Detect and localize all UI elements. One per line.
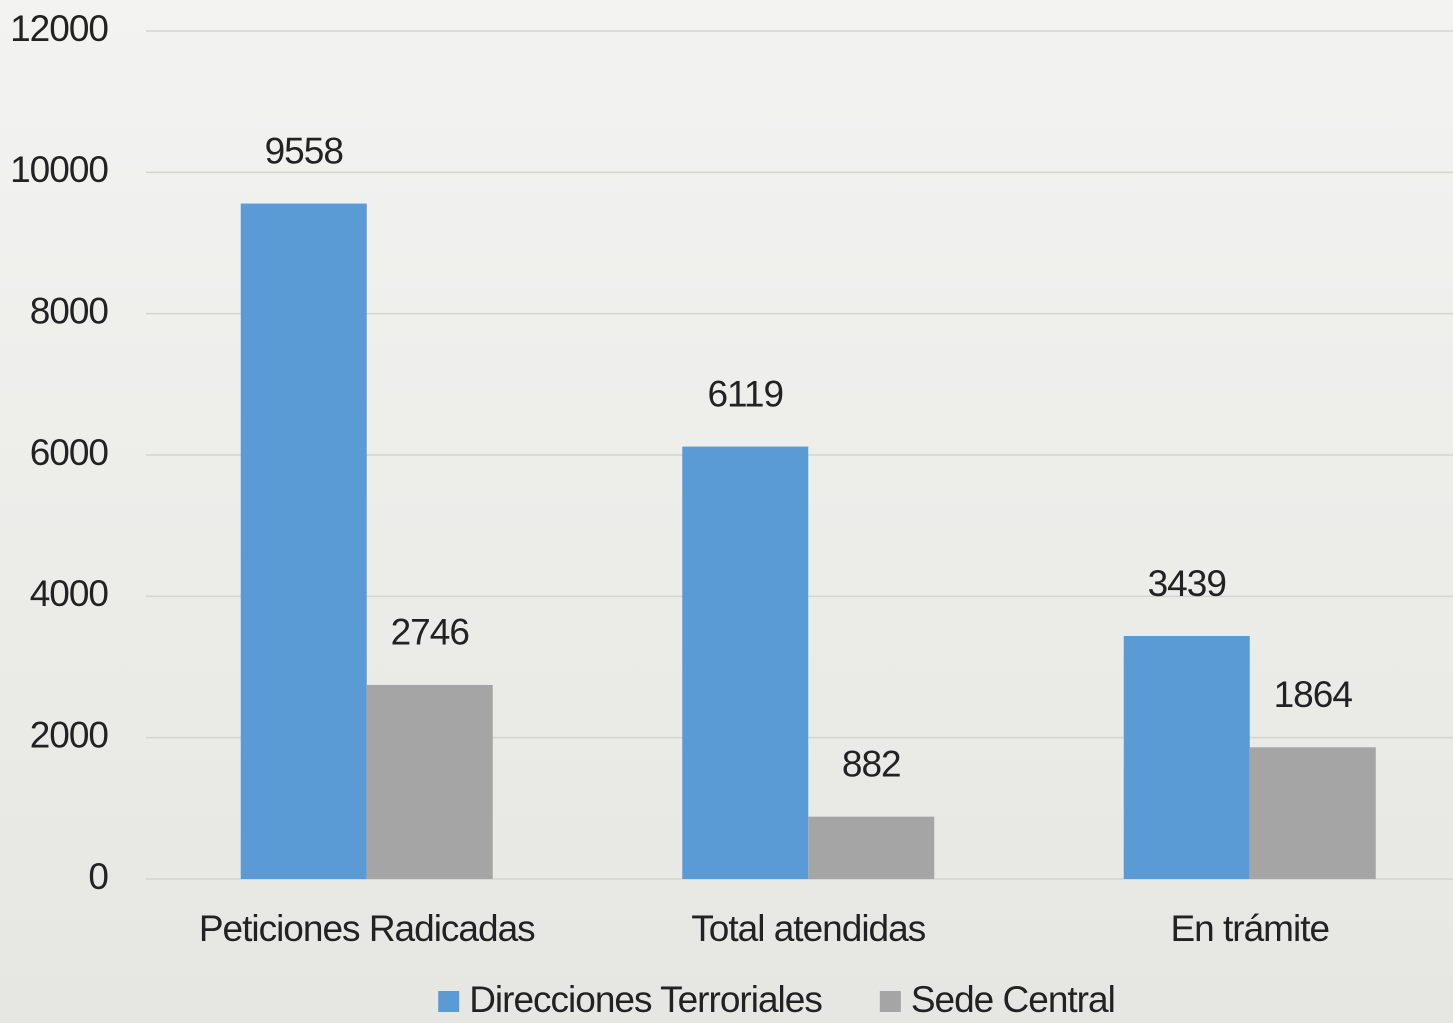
legend-swatch	[438, 991, 460, 1012]
data-label: 882	[842, 743, 901, 784]
y-tick-label: 6000	[30, 432, 109, 473]
bar	[1249, 747, 1376, 879]
x-tick-label: En trámite	[1170, 908, 1329, 949]
bar	[808, 816, 935, 879]
y-tick-label: 8000	[30, 290, 109, 331]
data-label: 2746	[391, 612, 469, 653]
legend-label: Sede Central	[911, 979, 1115, 1020]
y-tick-label: 4000	[30, 573, 109, 614]
data-label: 1864	[1274, 674, 1353, 715]
bar	[240, 203, 367, 879]
x-tick-label: Peticiones Radicadas	[199, 908, 535, 949]
y-tick-label: 2000	[30, 714, 109, 755]
y-tick-label: 12000	[10, 8, 108, 49]
legend-label: Direcciones Terroriales	[469, 979, 822, 1020]
data-label: 3439	[1148, 563, 1226, 604]
x-tick-label: Total atendidas	[691, 908, 925, 949]
legend-swatch	[879, 991, 901, 1012]
data-label: 6119	[707, 373, 783, 414]
y-tick-label: 0	[88, 856, 108, 897]
data-label: 9558	[265, 130, 343, 171]
bar	[366, 684, 493, 879]
y-tick-label: 10000	[10, 149, 108, 190]
bar	[682, 446, 809, 879]
bar	[1123, 635, 1250, 879]
